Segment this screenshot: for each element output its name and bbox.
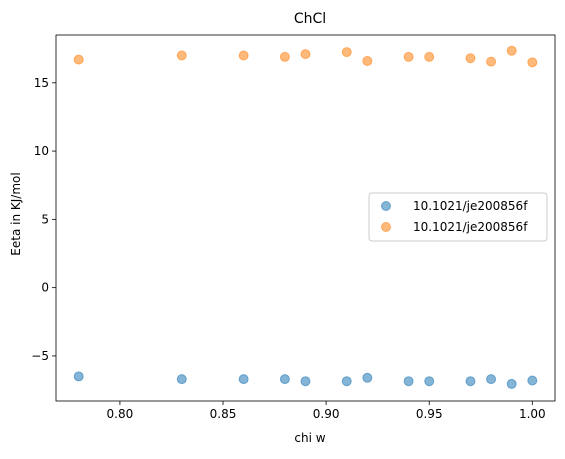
data-point-series-2 (300, 49, 311, 60)
data-point-series-1 (465, 376, 476, 387)
data-point-series-1 (238, 374, 249, 385)
data-point-series-1 (73, 371, 84, 382)
data-point-series-1 (486, 374, 497, 385)
data-point-series-1 (279, 374, 290, 385)
data-point-series-2 (486, 56, 497, 67)
x-tick-label: 1.00 (519, 407, 546, 421)
data-point-series-2 (73, 54, 84, 65)
legend-marker-series-2 (381, 222, 391, 232)
y-tick-label: 0 (41, 281, 49, 295)
data-point-series-2 (465, 53, 476, 64)
data-point-series-2 (362, 55, 373, 66)
y-tick-label: 10 (34, 144, 49, 158)
data-point-series-1 (341, 376, 352, 387)
y-axis-label: Eeta in KJ/mol (9, 172, 23, 255)
y-tick-label: −5 (31, 349, 49, 363)
x-tick-label: 0.95 (416, 407, 443, 421)
y-tick-label: 5 (41, 212, 49, 226)
x-tick-label: 0.90 (313, 407, 340, 421)
data-point-series-2 (506, 45, 517, 56)
data-point-series-1 (176, 374, 187, 385)
data-point-series-1 (300, 376, 311, 387)
data-point-series-1 (403, 376, 414, 387)
data-point-series-2 (341, 47, 352, 58)
data-point-series-1 (527, 375, 538, 386)
data-point-series-1 (506, 378, 517, 389)
chart-title: ChCl (294, 11, 326, 27)
data-point-series-2 (424, 51, 435, 62)
data-point-series-1 (362, 372, 373, 383)
data-point-series-1 (424, 376, 435, 387)
data-point-series-2 (279, 51, 290, 62)
legend-box (368, 192, 548, 242)
legend-label-series-2: 10.1021/je200856f (413, 220, 528, 234)
data-point-series-2 (176, 50, 187, 61)
x-axis-label: chi w (294, 431, 325, 445)
legend-label-series-1: 10.1021/je200856f (413, 199, 528, 213)
legend-marker-series-1 (381, 201, 391, 211)
plot-area: 0.80 0.85 0.90 0.95 1.00 −5 0 5 10 15 10.1021/je20… (31, 34, 556, 421)
data-point-series-2 (527, 57, 538, 68)
x-tick-label: 0.80 (107, 407, 134, 421)
data-point-series-2 (403, 51, 414, 62)
data-point-series-2 (238, 50, 249, 61)
y-tick-label: 15 (34, 76, 49, 90)
axes-frame (55, 34, 556, 402)
x-tick-label: 0.85 (210, 407, 237, 421)
